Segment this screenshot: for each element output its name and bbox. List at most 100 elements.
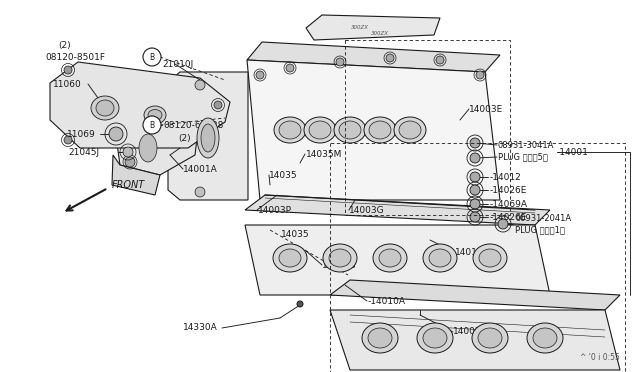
Ellipse shape (364, 117, 396, 143)
Ellipse shape (527, 323, 563, 353)
Text: ^ '0 i 0:55: ^ '0 i 0:55 (580, 353, 620, 362)
Circle shape (143, 116, 161, 134)
Text: -14026E: -14026E (490, 186, 527, 195)
Circle shape (470, 172, 480, 182)
Polygon shape (50, 62, 230, 148)
Text: PLUG プラ（5）: PLUG プラ（5） (498, 153, 548, 161)
Circle shape (436, 56, 444, 64)
Text: FRONT: FRONT (112, 180, 145, 190)
Text: PLUG プラ（1）: PLUG プラ（1） (515, 225, 565, 234)
Circle shape (386, 54, 394, 62)
Ellipse shape (144, 106, 166, 124)
Text: (2): (2) (178, 134, 191, 142)
Circle shape (143, 48, 161, 66)
Ellipse shape (201, 124, 215, 152)
Ellipse shape (273, 244, 307, 272)
Ellipse shape (479, 249, 501, 267)
Circle shape (336, 58, 344, 66)
Ellipse shape (197, 118, 219, 158)
Ellipse shape (329, 249, 351, 267)
Text: -14026E: -14026E (490, 212, 527, 221)
Ellipse shape (323, 244, 357, 272)
Text: 08120-8501F: 08120-8501F (45, 52, 105, 61)
Ellipse shape (429, 249, 451, 267)
Text: B: B (149, 52, 155, 61)
Ellipse shape (91, 96, 119, 120)
Text: 21010J: 21010J (162, 60, 193, 68)
Ellipse shape (334, 117, 366, 143)
Circle shape (64, 66, 72, 74)
Ellipse shape (96, 100, 114, 116)
Circle shape (123, 147, 133, 157)
Ellipse shape (274, 117, 306, 143)
Circle shape (470, 138, 480, 148)
Ellipse shape (279, 249, 301, 267)
Circle shape (470, 185, 480, 195)
Circle shape (256, 71, 264, 79)
Polygon shape (112, 155, 160, 195)
Text: 14035: 14035 (269, 170, 298, 180)
Circle shape (470, 199, 480, 209)
Text: 14330A: 14330A (183, 324, 218, 333)
Ellipse shape (417, 323, 453, 353)
Ellipse shape (139, 134, 157, 162)
Text: 14002B: 14002B (322, 260, 356, 269)
Polygon shape (247, 42, 500, 72)
Ellipse shape (304, 117, 336, 143)
Text: 14035M: 14035M (306, 150, 342, 158)
Text: 11060: 11060 (53, 80, 82, 89)
Text: 300ZX: 300ZX (351, 25, 369, 29)
Circle shape (286, 64, 294, 72)
Ellipse shape (473, 244, 507, 272)
Text: 00931-2041A: 00931-2041A (515, 214, 571, 222)
Ellipse shape (309, 121, 331, 139)
Ellipse shape (379, 249, 401, 267)
Polygon shape (330, 280, 620, 310)
Text: 21045J: 21045J (68, 148, 99, 157)
Circle shape (125, 157, 135, 167)
Text: -14012: -14012 (490, 173, 522, 182)
Text: -14001: -14001 (557, 148, 589, 157)
Text: -14069A: -14069A (490, 199, 528, 208)
Circle shape (214, 101, 222, 109)
Text: 14035: 14035 (281, 230, 310, 238)
Polygon shape (245, 195, 550, 225)
Circle shape (195, 80, 205, 90)
Text: 14001A: 14001A (183, 164, 218, 173)
Ellipse shape (478, 328, 502, 348)
Circle shape (64, 136, 72, 144)
Text: 08120-61428: 08120-61428 (163, 121, 223, 129)
Text: 14003P: 14003P (258, 205, 292, 215)
Text: 11069: 11069 (67, 129, 96, 138)
Text: 14003G: 14003G (349, 205, 385, 215)
Polygon shape (245, 225, 550, 295)
Circle shape (498, 219, 508, 229)
Ellipse shape (394, 117, 426, 143)
Ellipse shape (399, 121, 421, 139)
Text: -14010A: -14010A (368, 296, 406, 305)
Circle shape (476, 71, 484, 79)
Circle shape (470, 153, 480, 163)
Ellipse shape (339, 121, 361, 139)
Polygon shape (113, 98, 200, 175)
Ellipse shape (279, 121, 301, 139)
Circle shape (109, 127, 123, 141)
Polygon shape (247, 60, 500, 200)
Ellipse shape (373, 244, 407, 272)
Text: 14013M: 14013M (455, 247, 492, 257)
Circle shape (195, 187, 205, 197)
Text: 14005M: 14005M (453, 327, 490, 337)
Ellipse shape (362, 323, 398, 353)
Polygon shape (168, 72, 248, 200)
Text: 14003E: 14003E (469, 105, 503, 113)
Ellipse shape (369, 121, 391, 139)
Ellipse shape (423, 244, 457, 272)
Ellipse shape (533, 328, 557, 348)
Polygon shape (330, 310, 620, 370)
Text: 300ZX: 300ZX (371, 31, 389, 35)
Ellipse shape (423, 328, 447, 348)
Text: B: B (149, 121, 155, 129)
Ellipse shape (148, 109, 162, 121)
Text: (2): (2) (58, 41, 70, 49)
Circle shape (297, 301, 303, 307)
